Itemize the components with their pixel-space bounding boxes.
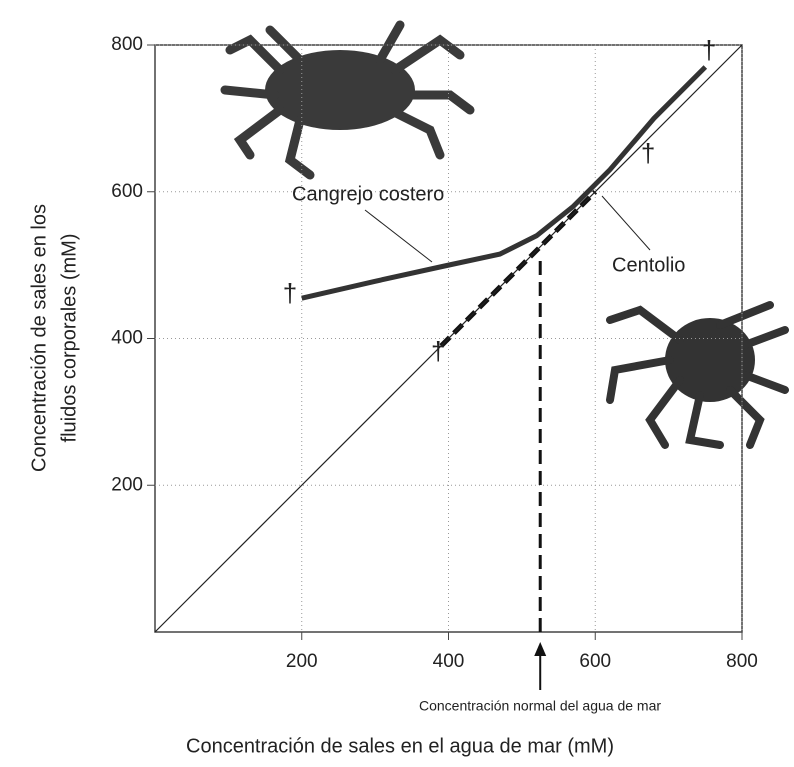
y-tick-label: 400 (111, 328, 143, 349)
x-tick-label: 600 (579, 651, 611, 672)
series-line (154, 44, 743, 633)
death-marker: † (702, 35, 716, 65)
death-marker: † (283, 278, 297, 308)
leader-line (601, 195, 651, 251)
x-tick-label: 200 (286, 651, 318, 672)
y-tick-label: 800 (111, 34, 143, 55)
y-tick-label: 600 (111, 181, 143, 202)
death-marker: † (431, 336, 445, 366)
y-axis-label: Concentración de sales en los (28, 204, 50, 472)
spider-crab-icon (606, 301, 789, 449)
series-line (301, 65, 708, 301)
leader-line (364, 209, 433, 263)
series-label: Cangrejo costero (292, 183, 444, 205)
y-axis-label: fluidos corporales (mM) (58, 234, 80, 443)
normal-label: Concentración normal del agua de mar (419, 698, 661, 714)
x-tick-label: 400 (433, 651, 465, 672)
shore-crab-icon (220, 20, 475, 180)
y-tick-label: 200 (111, 474, 143, 495)
death-marker: † (641, 138, 655, 168)
series-label: Centolio (612, 254, 685, 276)
x-axis-label: Concentración de sales en el agua de mar… (186, 735, 614, 757)
x-tick-label: 800 (726, 651, 758, 672)
normal-arrowhead (534, 642, 547, 656)
